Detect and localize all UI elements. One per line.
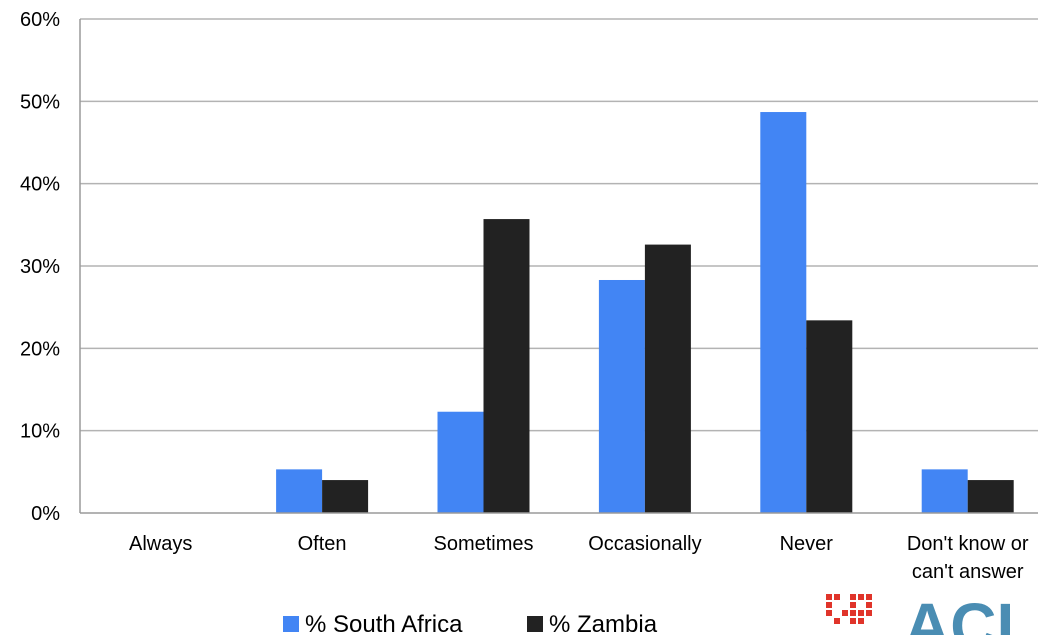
bar-zambia xyxy=(483,219,530,513)
logo-mark-cell xyxy=(858,594,864,600)
logo-mark-cell xyxy=(866,602,872,608)
logo-mark-cell xyxy=(834,618,840,624)
y-tick-label: 20% xyxy=(20,338,60,360)
y-tick-label: 30% xyxy=(20,256,60,278)
logo-mark-cell xyxy=(866,610,872,616)
x-category-label: Never xyxy=(780,533,834,555)
logo-mark-cell xyxy=(842,610,848,616)
logo-mark-cell xyxy=(850,602,856,608)
legend: % South Africa % Zambia xyxy=(283,611,658,635)
logo-mark-cell xyxy=(850,618,856,624)
legend-label: % Zambia xyxy=(549,611,658,635)
legend-swatch xyxy=(527,616,543,632)
axis-lines xyxy=(79,19,1038,514)
y-axis-ticks: 0% 10% 20% 30% 40% 50% 60% xyxy=(20,9,60,525)
y-tick-label: 60% xyxy=(20,9,60,31)
logo-mark-cell xyxy=(850,594,856,600)
y-tick-label: 40% xyxy=(20,174,60,196)
bars xyxy=(276,112,1014,514)
y-tick-label: 0% xyxy=(31,503,60,525)
bar-south-africa xyxy=(921,469,968,513)
logo-mark-cell xyxy=(826,602,832,608)
x-category-label: can't answer xyxy=(912,561,1024,583)
logo-mark-cell xyxy=(850,610,856,616)
x-category-label: Often xyxy=(298,533,347,555)
x-axis-categories: Always Often Sometimes Occasionally Never Don… xyxy=(129,533,1029,583)
bar-south-africa xyxy=(276,469,323,513)
x-category-label: Occasionally xyxy=(588,533,701,555)
x-category-label: Always xyxy=(129,533,192,555)
logo-mark-cell xyxy=(826,594,832,600)
bar-zambia xyxy=(322,480,369,513)
logo-mark-cell xyxy=(858,618,864,624)
logo-mark-cell xyxy=(866,594,872,600)
x-category-label: Sometimes xyxy=(433,533,533,555)
bar-zambia xyxy=(644,244,691,514)
logo-text: ACI xyxy=(904,590,1014,635)
bar-zambia xyxy=(967,480,1014,513)
bar-zambia xyxy=(806,320,853,513)
logo-mark-cell xyxy=(834,594,840,600)
y-tick-label: 10% xyxy=(20,421,60,443)
grid-lines xyxy=(80,18,1038,432)
x-category-label: Don't know or xyxy=(907,533,1029,555)
y-tick-label: 50% xyxy=(20,91,60,113)
bar-south-africa xyxy=(437,411,484,513)
legend-swatch xyxy=(283,616,299,632)
legend-label: % South Africa xyxy=(305,611,463,635)
aci-logo: ACI xyxy=(826,590,1014,635)
bar-south-africa xyxy=(760,112,807,513)
bar-south-africa xyxy=(598,279,645,513)
logo-mark-cell xyxy=(858,610,864,616)
logo-mark-cell xyxy=(826,610,832,616)
